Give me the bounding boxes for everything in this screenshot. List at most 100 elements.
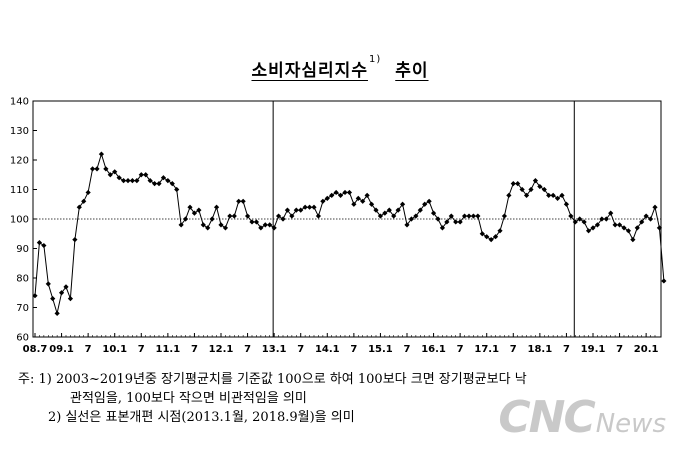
data-point xyxy=(58,290,65,296)
y-tick-label: 60 xyxy=(16,333,29,344)
footnote-line-3: 2) 실선은 표본개편 시점(2013.1월, 2018.9월)을 의미 xyxy=(48,410,355,425)
data-point xyxy=(515,181,521,187)
x-tick-label: 7 xyxy=(138,344,145,355)
data-point xyxy=(174,186,180,193)
data-point xyxy=(50,296,56,302)
data-point xyxy=(329,192,335,198)
data-point xyxy=(484,234,490,240)
data-point xyxy=(647,216,654,222)
data-point xyxy=(391,213,397,219)
data-point xyxy=(298,207,304,213)
data-point xyxy=(218,222,224,228)
data-point xyxy=(492,234,499,240)
data-point xyxy=(568,213,574,219)
data-point xyxy=(497,228,503,234)
data-point xyxy=(590,225,596,231)
data-point xyxy=(67,296,74,302)
data-point xyxy=(599,216,605,222)
data-point xyxy=(249,219,255,225)
x-tick-label: 7 xyxy=(350,344,357,355)
data-point xyxy=(240,198,246,204)
data-point xyxy=(320,198,326,204)
data-point xyxy=(373,207,379,213)
data-point xyxy=(36,240,43,246)
y-tick-label: 130 xyxy=(10,126,29,137)
chart-title-footnote-mark: 1) xyxy=(368,54,382,65)
data-point xyxy=(147,178,153,184)
data-point xyxy=(275,213,282,219)
x-tick-label: 13.1 xyxy=(262,344,287,355)
data-point xyxy=(72,237,78,243)
data-point xyxy=(169,181,175,187)
data-point xyxy=(187,204,193,210)
data-point xyxy=(182,216,189,222)
data-point xyxy=(457,219,463,225)
data-point xyxy=(630,237,636,243)
data-point xyxy=(289,213,295,219)
data-point xyxy=(608,210,614,216)
data-point xyxy=(112,169,118,175)
data-point xyxy=(231,213,237,219)
series-line xyxy=(34,152,665,314)
data-point xyxy=(315,213,322,219)
data-point xyxy=(382,210,388,216)
y-tick-label: 140 xyxy=(10,97,29,108)
data-point xyxy=(143,172,149,178)
x-tick-label: 08.7 xyxy=(23,344,48,355)
data-point xyxy=(444,219,450,225)
data-point xyxy=(89,166,96,172)
data-point xyxy=(209,216,215,222)
data-point xyxy=(466,213,472,219)
data-point xyxy=(178,222,184,228)
data-point xyxy=(603,216,609,222)
data-point xyxy=(475,213,481,219)
data-point xyxy=(151,181,158,187)
watermark-logo: CNCNews xyxy=(498,392,666,443)
data-point xyxy=(448,213,454,219)
data-point xyxy=(413,213,419,219)
data-point xyxy=(453,219,459,225)
data-point xyxy=(81,198,87,204)
data-point xyxy=(404,222,410,228)
series-layer xyxy=(32,151,667,316)
x-tick-label: 7 xyxy=(85,344,92,355)
data-point xyxy=(625,228,632,234)
x-tick-label: 10.1 xyxy=(102,344,127,355)
data-point xyxy=(652,204,658,210)
data-point xyxy=(107,172,113,178)
data-point xyxy=(311,204,317,210)
data-point xyxy=(63,284,69,290)
data-point xyxy=(528,186,534,193)
data-point xyxy=(156,181,162,187)
x-tick-label: 18.1 xyxy=(528,344,553,355)
data-point xyxy=(506,192,512,198)
x-tick-label: 14.1 xyxy=(315,344,340,355)
data-point xyxy=(98,151,105,157)
data-point xyxy=(541,186,547,193)
data-point xyxy=(236,198,242,204)
data-point xyxy=(523,192,530,198)
chart-title-suffix: 추이 xyxy=(395,61,429,81)
data-point xyxy=(360,198,366,204)
data-point xyxy=(45,281,51,287)
data-point xyxy=(364,192,370,198)
data-point xyxy=(103,166,109,172)
data-point xyxy=(435,216,441,222)
data-point xyxy=(227,213,233,219)
data-point xyxy=(196,207,202,213)
x-tick-label: 7 xyxy=(510,344,517,355)
x-tick-label: 17.1 xyxy=(474,344,499,355)
data-point xyxy=(399,201,406,207)
data-point xyxy=(426,198,432,204)
data-point xyxy=(594,222,601,228)
x-tick-label: 19.1 xyxy=(581,344,606,355)
data-point xyxy=(479,231,485,237)
data-point xyxy=(125,178,131,184)
data-point xyxy=(519,186,525,193)
data-point xyxy=(550,192,556,198)
data-point xyxy=(577,216,583,222)
data-point xyxy=(585,228,592,234)
data-point xyxy=(293,207,299,213)
data-point xyxy=(262,222,268,228)
data-point xyxy=(267,222,273,228)
